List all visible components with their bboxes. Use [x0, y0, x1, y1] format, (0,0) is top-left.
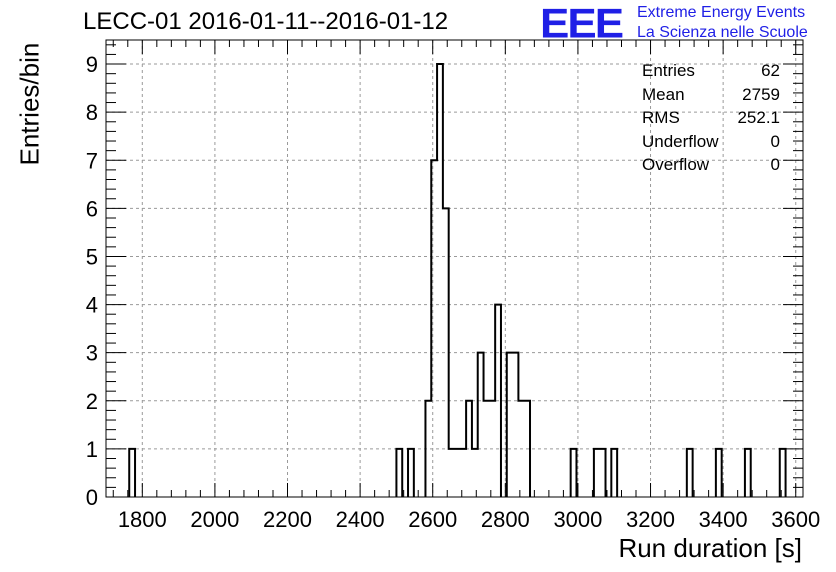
y-tick-label: 0	[86, 485, 98, 510]
histogram-series	[128, 63, 787, 497]
histogram-bar	[472, 449, 478, 497]
stat-overflow: Overflow 0	[642, 154, 780, 178]
eee-logo: EEE	[540, 0, 624, 47]
stat-label: RMS	[642, 108, 680, 127]
x-tick-label: 3600	[771, 507, 820, 532]
chart-title: LECC-01 2016-01-11--2016-01-12	[83, 8, 449, 35]
x-axis-label: Run duration [s]	[618, 533, 802, 563]
stat-underflow: Underflow 0	[642, 131, 780, 155]
stat-value: 0	[770, 131, 780, 151]
y-tick-label: 9	[86, 52, 98, 77]
y-tick-label: 2	[86, 389, 98, 414]
plot-frame	[105, 39, 804, 498]
stat-rms: RMS 252.1	[642, 107, 780, 131]
stat-entries: Entries 62	[642, 60, 780, 84]
logo-line-1: Extreme Energy Events	[637, 4, 806, 21]
y-tick-label: 1	[86, 437, 98, 462]
x-tick-label: 1800	[118, 507, 167, 532]
x-tick-label: 2000	[190, 507, 239, 532]
x-tick-label: 2200	[263, 507, 312, 532]
y-tick-label: 3	[86, 341, 98, 366]
y-tick-label: 6	[86, 196, 98, 221]
x-tick-label: 2400	[336, 507, 385, 532]
y-tick-label: 4	[86, 293, 98, 318]
stat-value: 62	[761, 61, 780, 80]
histogram-bar	[449, 449, 455, 497]
stat-mean: Mean 2759	[642, 84, 780, 108]
x-tick-label: 2800	[481, 507, 530, 532]
x-tick-label: 3400	[699, 507, 748, 532]
stats-box: Entries 62 Mean 2759 RMS 252.1 Underflow…	[642, 60, 780, 178]
y-tick-label: 7	[86, 148, 98, 173]
y-axis-label: Entries/bin	[14, 42, 45, 166]
y-tick-label: 5	[86, 244, 98, 269]
logo-line-2: La Scienza nelle Scuole	[637, 24, 808, 41]
stat-value: 252.1	[737, 108, 780, 127]
x-tick-label: 2600	[408, 507, 457, 532]
stat-label: Mean	[642, 84, 685, 104]
histogram-outline	[128, 63, 787, 497]
stat-value: 2759	[742, 84, 780, 104]
histogram-bar	[455, 449, 461, 497]
histogram-bar	[460, 449, 466, 497]
stat-label: Entries	[642, 61, 695, 80]
x-tick-label: 3000	[553, 507, 602, 532]
axes: 0 1 2 3 4 5 6 7 8 9 1800 2000 2200 2400 2600 2800 3000 32…	[86, 39, 820, 532]
y-tick-label: 8	[86, 100, 98, 125]
x-tick-label: 3200	[626, 507, 675, 532]
stat-label: Underflow	[642, 131, 719, 151]
grid-lines	[106, 40, 803, 497]
stat-label: Overflow	[642, 155, 710, 174]
stat-value: 0	[770, 155, 780, 174]
